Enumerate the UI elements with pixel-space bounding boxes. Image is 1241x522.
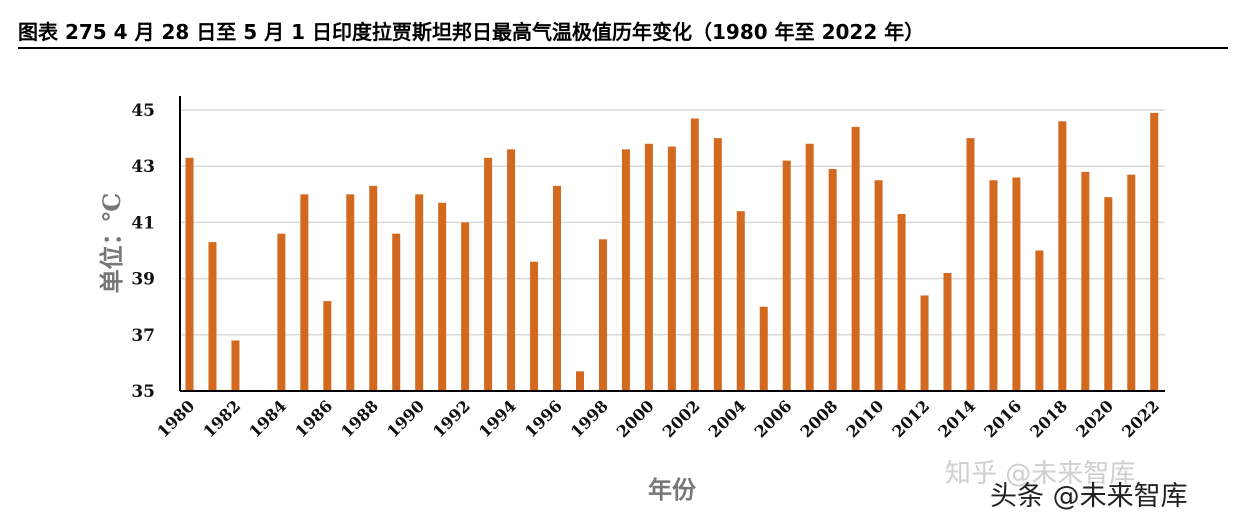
y-tick-labels: 35 37 39 41 43 45 bbox=[131, 101, 155, 402]
x-axis-title: 年份 bbox=[648, 475, 697, 504]
x-tick-label: 1988 bbox=[337, 396, 382, 441]
bar-2000 bbox=[644, 143, 653, 391]
bar-2003 bbox=[713, 138, 722, 391]
bar-2016 bbox=[1012, 177, 1021, 391]
y-tick-label: 35 bbox=[131, 382, 155, 402]
bar-1981 bbox=[208, 242, 217, 391]
x-tick-label: 2022 bbox=[1118, 396, 1163, 441]
x-tick-label: 2020 bbox=[1072, 396, 1117, 441]
bar-2019 bbox=[1081, 171, 1090, 391]
bar-2005 bbox=[759, 306, 768, 391]
bar-1997 bbox=[575, 371, 584, 391]
bar-1998 bbox=[598, 239, 607, 391]
x-tick-label: 2006 bbox=[751, 396, 796, 441]
bars bbox=[185, 112, 1159, 392]
bar-1989 bbox=[392, 233, 401, 391]
bar-2015 bbox=[989, 180, 998, 391]
bar-1995 bbox=[530, 261, 539, 391]
bar-2020 bbox=[1104, 197, 1113, 391]
watermark-zhihu: 知乎 @未来智库 bbox=[945, 459, 1136, 489]
x-tick-label: 2004 bbox=[705, 396, 750, 441]
bar-2007 bbox=[805, 143, 814, 391]
y-tick-label: 39 bbox=[131, 270, 155, 290]
bar-2009 bbox=[851, 126, 860, 392]
y-tick-label: 37 bbox=[131, 326, 155, 346]
y-axis-title: 单位：℃ bbox=[97, 193, 126, 294]
bar-2022 bbox=[1150, 112, 1159, 391]
y-tick-label: 45 bbox=[131, 101, 155, 121]
bar-2006 bbox=[782, 160, 791, 391]
bar-1988 bbox=[369, 185, 378, 391]
x-tick-label: 1990 bbox=[383, 396, 428, 441]
x-tick-label: 1992 bbox=[429, 396, 474, 441]
title-divider bbox=[18, 47, 1228, 49]
x-tick-label: 1980 bbox=[153, 396, 198, 441]
x-tick-label: 2018 bbox=[1026, 396, 1071, 441]
axes bbox=[179, 96, 1165, 392]
x-tick-label: 2016 bbox=[980, 396, 1025, 441]
bar-2001 bbox=[667, 146, 676, 391]
bar-1993 bbox=[484, 157, 493, 391]
y-tick-label: 43 bbox=[131, 157, 155, 177]
bar-1980 bbox=[185, 157, 194, 391]
x-tick-label: 1982 bbox=[199, 396, 244, 441]
bar-2014 bbox=[966, 138, 975, 391]
x-tick-label: 1984 bbox=[245, 396, 290, 441]
x-tick-label: 2002 bbox=[659, 396, 704, 441]
bar-1982 bbox=[231, 340, 240, 391]
bar-1994 bbox=[507, 149, 516, 391]
x-tick-label: 2010 bbox=[843, 396, 888, 441]
bar-2018 bbox=[1058, 121, 1067, 392]
bar-1984 bbox=[277, 233, 286, 391]
bar-2011 bbox=[897, 214, 906, 391]
bar-1986 bbox=[323, 301, 332, 391]
bar-2012 bbox=[920, 295, 929, 391]
bar-2010 bbox=[874, 180, 883, 391]
bar-2004 bbox=[736, 211, 745, 391]
bar-1990 bbox=[415, 194, 424, 391]
bar-1992 bbox=[461, 222, 470, 391]
bar-2021 bbox=[1127, 174, 1136, 391]
x-tick-label: 2012 bbox=[888, 396, 933, 441]
x-tick-label: 2008 bbox=[797, 396, 842, 441]
watermark-toutiao: 头条 @未来智库 bbox=[990, 481, 1188, 512]
figure-title: 图表 275 4 月 28 日至 5 月 1 日印度拉贾斯坦邦日最高气温极值历年… bbox=[18, 20, 925, 44]
bar-1996 bbox=[553, 185, 562, 391]
bar-1985 bbox=[300, 194, 309, 391]
bar-2008 bbox=[828, 169, 837, 391]
bar-1987 bbox=[346, 194, 355, 391]
x-tick-label: 2000 bbox=[613, 396, 658, 441]
bar-2013 bbox=[943, 273, 952, 391]
bar-1991 bbox=[438, 202, 447, 391]
bar-1999 bbox=[621, 149, 630, 391]
y-tick-label: 41 bbox=[131, 213, 155, 233]
bar-2017 bbox=[1035, 250, 1044, 391]
x-tick-label: 1994 bbox=[475, 396, 520, 441]
x-tick-label: 1986 bbox=[291, 396, 336, 441]
x-tick-label: 1996 bbox=[521, 396, 566, 441]
bar-2002 bbox=[690, 118, 699, 391]
x-tick-labels: 1980 1982 1984 1986 1988 1990 1992 1994 1996 1998… bbox=[153, 396, 1163, 441]
x-tick-label: 1998 bbox=[567, 396, 612, 441]
x-tick-label: 2014 bbox=[934, 396, 979, 441]
